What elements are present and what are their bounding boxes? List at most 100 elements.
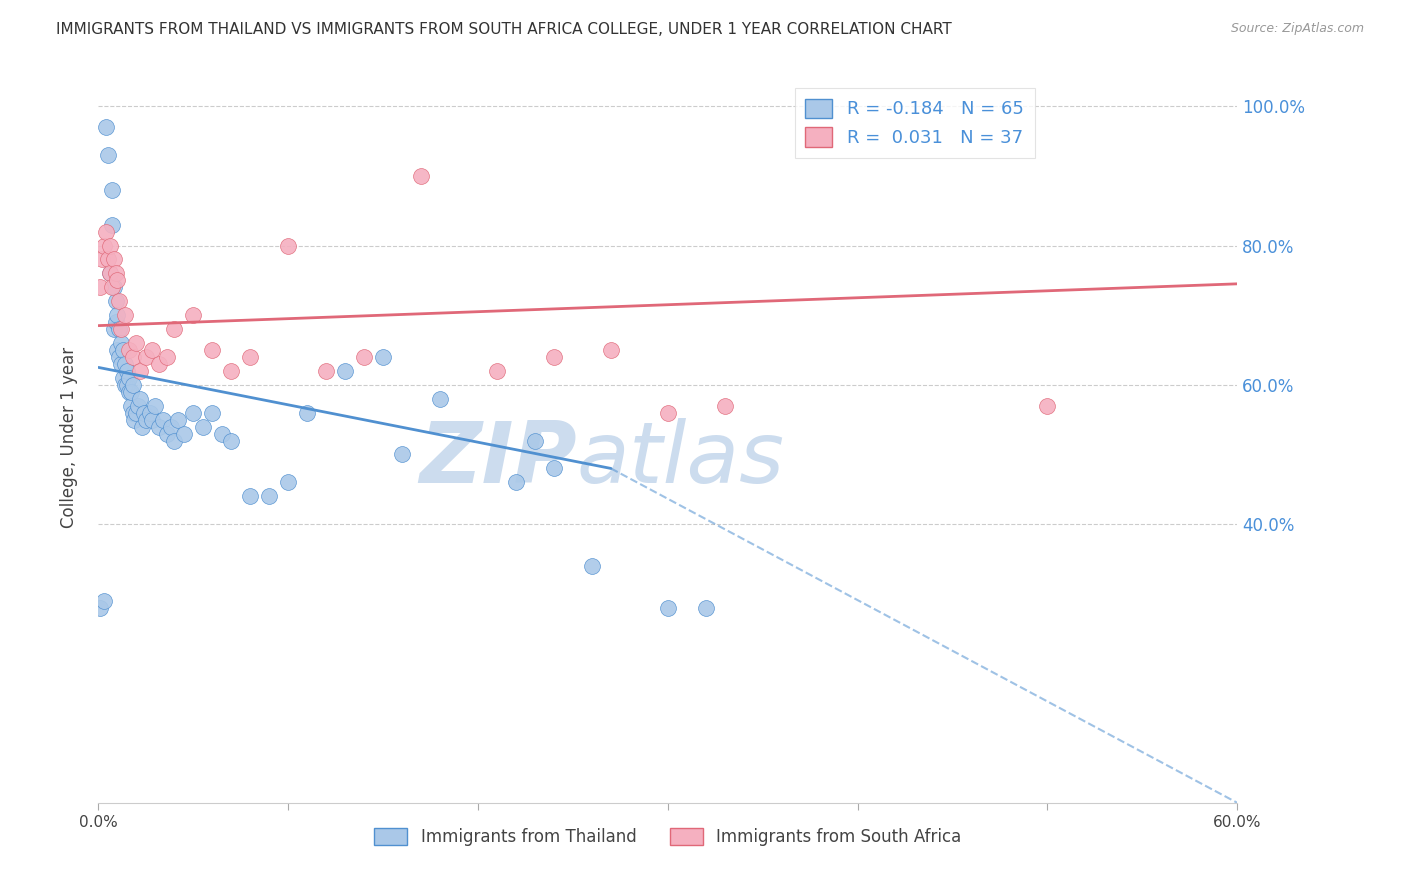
Point — [221, 364, 243, 378]
Point — [110, 322, 132, 336]
Point — [277, 238, 299, 252]
Point — [239, 489, 262, 503]
Point — [600, 343, 623, 357]
Point — [297, 406, 319, 420]
Point — [239, 350, 262, 364]
Point — [152, 412, 174, 426]
Point — [156, 426, 179, 441]
Point — [135, 350, 157, 364]
Point — [581, 558, 603, 573]
Point — [107, 308, 129, 322]
Point — [103, 280, 125, 294]
Point — [353, 350, 375, 364]
Point — [93, 594, 115, 608]
Point — [93, 238, 115, 252]
Point — [115, 364, 138, 378]
Point — [183, 406, 205, 420]
Point — [657, 406, 679, 420]
Point — [97, 252, 120, 267]
Point — [110, 336, 132, 351]
Text: ZIP: ZIP — [419, 417, 576, 500]
Point — [335, 364, 357, 378]
Point — [118, 343, 141, 357]
Point — [100, 280, 122, 294]
Point — [121, 350, 143, 364]
Point — [132, 406, 155, 420]
Point — [201, 343, 224, 357]
Point — [486, 364, 509, 378]
Point — [159, 419, 181, 434]
Point — [148, 419, 170, 434]
Point — [118, 384, 141, 399]
Point — [112, 343, 135, 357]
Point — [91, 252, 114, 267]
Point — [505, 475, 527, 490]
Point — [104, 315, 127, 329]
Point — [125, 406, 148, 420]
Text: Source: ZipAtlas.com: Source: ZipAtlas.com — [1230, 22, 1364, 36]
Point — [121, 406, 143, 420]
Point — [103, 322, 125, 336]
Point — [191, 419, 214, 434]
Point — [156, 350, 179, 364]
Point — [411, 169, 433, 183]
Point — [89, 600, 111, 615]
Point — [98, 266, 121, 280]
Point — [695, 600, 717, 615]
Point — [429, 392, 451, 406]
Legend: Immigrants from Thailand, Immigrants from South Africa: Immigrants from Thailand, Immigrants fro… — [367, 822, 969, 853]
Point — [211, 426, 233, 441]
Point — [107, 343, 129, 357]
Point — [127, 399, 149, 413]
Point — [1036, 399, 1059, 413]
Point — [110, 357, 132, 371]
Point — [221, 434, 243, 448]
Point — [108, 350, 131, 364]
Point — [167, 412, 190, 426]
Point — [371, 350, 394, 364]
Point — [98, 266, 121, 280]
Point — [103, 252, 125, 267]
Point — [129, 392, 152, 406]
Point — [259, 489, 281, 503]
Point — [543, 461, 565, 475]
Text: IMMIGRANTS FROM THAILAND VS IMMIGRANTS FROM SOUTH AFRICA COLLEGE, UNDER 1 YEAR C: IMMIGRANTS FROM THAILAND VS IMMIGRANTS F… — [56, 22, 952, 37]
Point — [98, 238, 121, 252]
Point — [315, 364, 337, 378]
Point — [391, 448, 413, 462]
Point — [141, 412, 163, 426]
Point — [145, 399, 167, 413]
Point — [163, 434, 186, 448]
Point — [131, 419, 153, 434]
Point — [89, 280, 111, 294]
Point — [201, 406, 224, 420]
Point — [524, 434, 547, 448]
Point — [148, 357, 170, 371]
Point — [124, 412, 146, 426]
Point — [114, 377, 136, 392]
Point — [129, 364, 152, 378]
Point — [104, 294, 127, 309]
Point — [100, 218, 122, 232]
Point — [183, 308, 205, 322]
Point — [108, 294, 131, 309]
Text: atlas: atlas — [576, 417, 785, 500]
Point — [173, 426, 195, 441]
Point — [114, 308, 136, 322]
Point — [94, 120, 117, 134]
Point — [114, 357, 136, 371]
Point — [112, 371, 135, 385]
Point — [118, 371, 141, 385]
Point — [120, 384, 142, 399]
Point — [277, 475, 299, 490]
Point — [115, 377, 138, 392]
Point — [94, 225, 117, 239]
Point — [121, 377, 143, 392]
Point — [141, 343, 163, 357]
Point — [138, 406, 160, 420]
Point — [125, 336, 148, 351]
Point — [97, 148, 120, 162]
Point — [714, 399, 737, 413]
Point — [107, 273, 129, 287]
Point — [543, 350, 565, 364]
